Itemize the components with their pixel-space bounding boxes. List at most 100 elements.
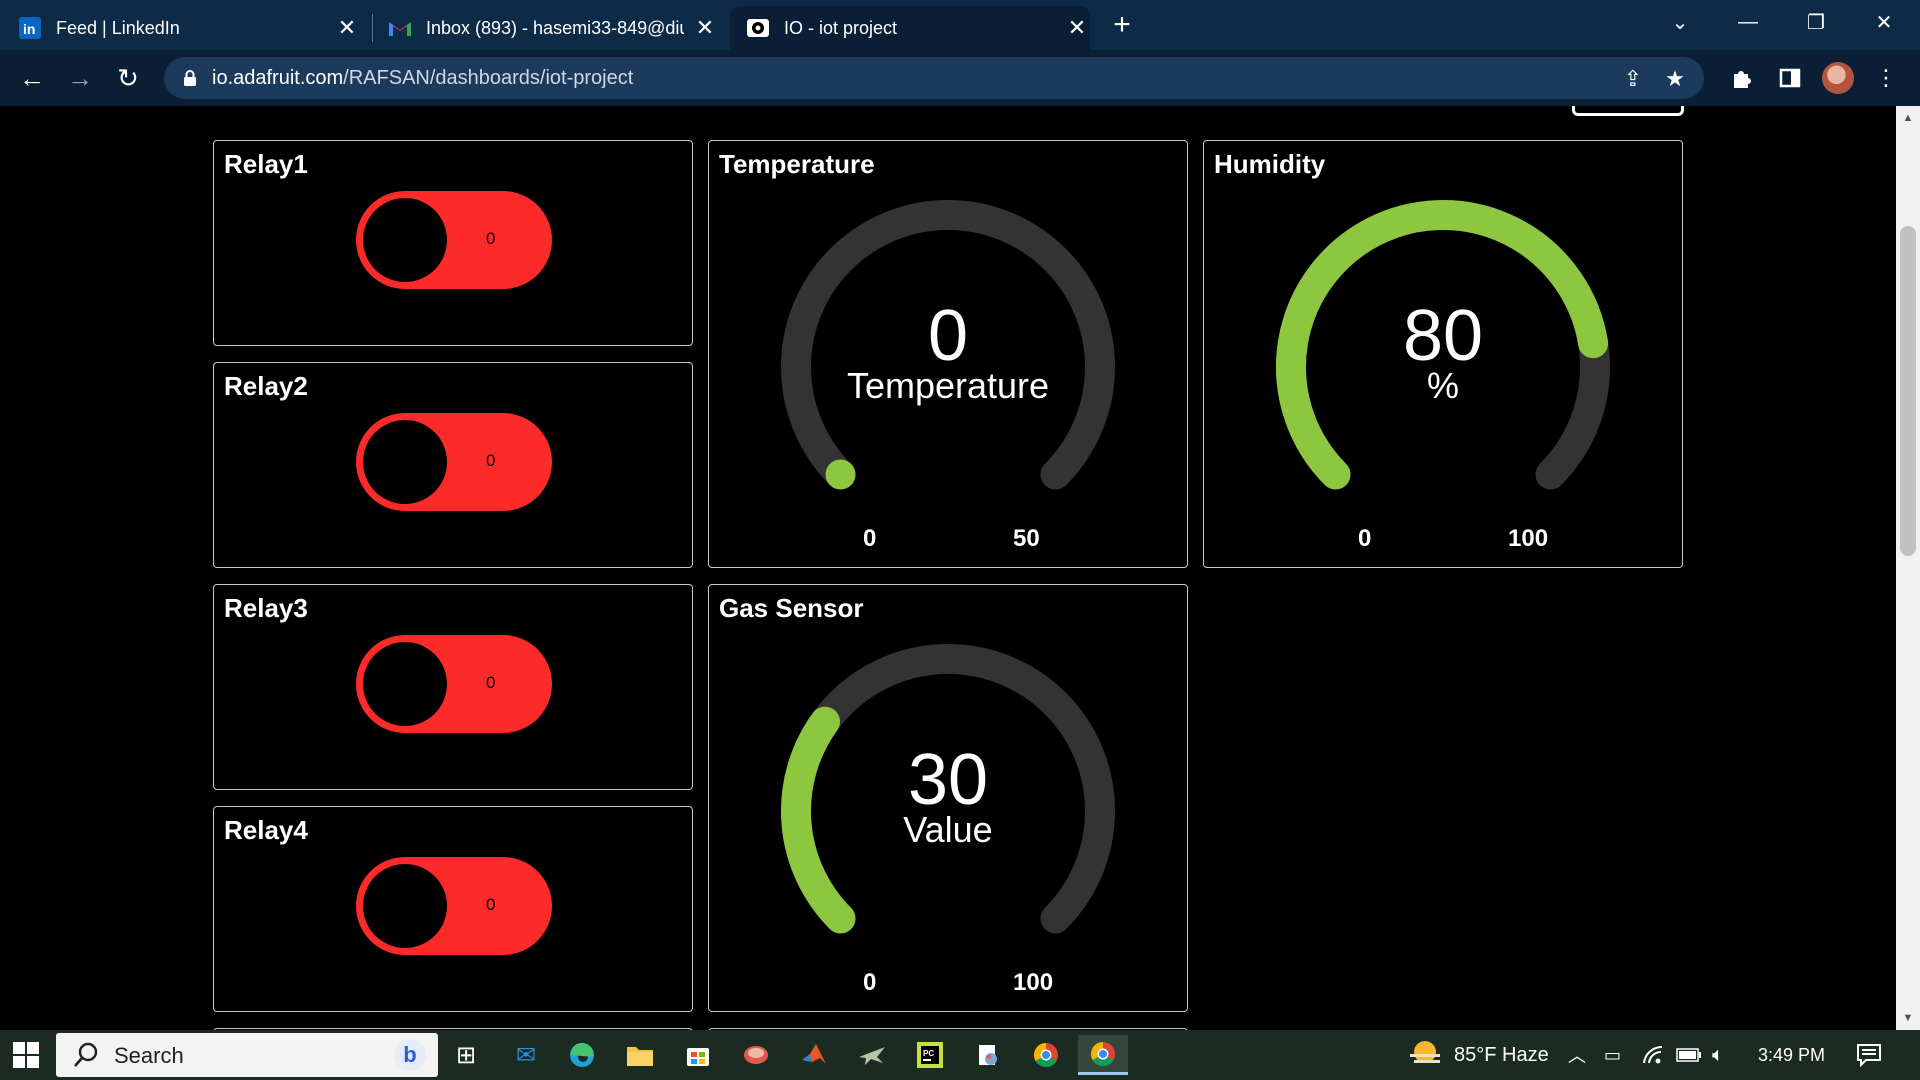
forward-icon[interactable]: →: [67, 62, 93, 93]
relay4-toggle[interactable]: 0: [356, 857, 552, 955]
tab-title: Feed | LinkedIn: [56, 17, 180, 38]
svg-text:PC: PC: [923, 1049, 934, 1058]
paint-app-icon[interactable]: [968, 1035, 1008, 1075]
volume-icon[interactable]: 🔈︎: [1712, 1043, 1724, 1066]
toggle-knob: [363, 198, 447, 282]
search-icon: [74, 1042, 98, 1067]
gauge-fill: [1276, 200, 1609, 490]
clock[interactable]: 3:49 PM: [1758, 1044, 1826, 1065]
svg-text:in: in: [23, 21, 35, 37]
scrollbar-thumb[interactable]: [1900, 226, 1916, 556]
gauge-value: 30: [907, 740, 989, 820]
close-tab-icon[interactable]: ✕: [1067, 15, 1087, 40]
gmail-icon: [388, 16, 412, 40]
restore-icon[interactable]: ❐: [1807, 11, 1825, 34]
weather-text: 85°F Haze: [1454, 1043, 1549, 1066]
relay3-toggle[interactable]: 0: [356, 635, 552, 733]
file-explorer-icon[interactable]: [620, 1035, 660, 1075]
pycharm-icon[interactable]: PC: [910, 1035, 950, 1075]
tab-gmail[interactable]: Inbox (893) - hasemi33-849@diu ✕: [388, 6, 718, 50]
chrome-icon[interactable]: [1026, 1035, 1066, 1075]
notifications-icon[interactable]: [1856, 1030, 1882, 1080]
close-tab-icon[interactable]: ✕: [337, 15, 357, 40]
profile-avatar[interactable]: [1822, 62, 1854, 94]
reload-icon[interactable]: ↻: [117, 62, 139, 93]
mail-icon[interactable]: ✉: [515, 1041, 537, 1069]
toggle-knob: [363, 864, 447, 948]
extensions-icon[interactable]: [1726, 62, 1758, 94]
close-window-icon[interactable]: ✕: [1875, 11, 1893, 34]
card-title: Relay2: [224, 371, 308, 401]
browser-toolbar: ← → ↻ io.adafruit.com/RAFSAN/dashboards/…: [0, 50, 1920, 106]
matlab-icon[interactable]: [794, 1035, 834, 1075]
wifi-icon[interactable]: [1642, 1030, 1664, 1080]
battery-icon[interactable]: [1676, 1030, 1702, 1080]
chrome-active-icon[interactable]: [1078, 1035, 1128, 1075]
gas-sensor-card: Gas Sensor 30 Value 0 100: [708, 584, 1188, 1012]
aircraft-app-icon[interactable]: [852, 1035, 892, 1075]
task-view-icon[interactable]: ⊞: [455, 1041, 477, 1069]
dashboard-page: Relay1 0 Relay2 0 Relay3 0 Relay4 0 Temp…: [0, 106, 1896, 1030]
tab-strip: in Feed | LinkedIn ✕ Inbox (893) - hasem…: [0, 0, 1920, 50]
new-tab-button[interactable]: +: [1113, 8, 1131, 41]
humidity-gauge: [1276, 200, 1610, 490]
gauge-track: [781, 200, 1115, 490]
share-icon[interactable]: ⇪: [1623, 66, 1643, 91]
hazy-sun-icon: [1410, 1041, 1440, 1063]
back-icon[interactable]: ←: [19, 62, 45, 93]
page-scrollbar[interactable]: ▲ ▼: [1896, 106, 1920, 1030]
tab-io-iot-project[interactable]: IO - iot project ✕: [730, 6, 1090, 50]
tab-linkedin[interactable]: in Feed | LinkedIn ✕: [18, 6, 360, 50]
card-title: Relay4: [224, 815, 308, 845]
gauge-value: 80: [1402, 296, 1484, 376]
close-tab-icon[interactable]: ✕: [695, 15, 715, 40]
edge-icon[interactable]: [562, 1035, 602, 1075]
bookmark-star-icon[interactable]: ★: [1665, 66, 1685, 91]
humidity-card: Humidity 80 % 0 100: [1203, 140, 1683, 568]
toggle-knob: [363, 642, 447, 726]
lock-icon: [184, 70, 196, 86]
scroll-up-icon[interactable]: ▲: [1902, 112, 1914, 124]
card-title: Gas Sensor: [719, 593, 864, 623]
minimize-icon[interactable]: —: [1738, 10, 1758, 33]
taskbar-search[interactable]: Search b: [56, 1033, 438, 1077]
temperature-gauge: [781, 200, 1115, 490]
tab-title: Inbox (893) - hasemi33-849@diu: [426, 17, 684, 38]
relay2-toggle[interactable]: 0: [356, 413, 552, 511]
url-host: io.adafruit.com: [212, 67, 344, 89]
relay1-card: Relay1 0: [213, 140, 693, 346]
start-icon[interactable]: [6, 1035, 46, 1075]
tab-divider: [372, 14, 373, 42]
meet-now-icon[interactable]: ▭: [1604, 1044, 1622, 1065]
gauge-label: %: [1426, 365, 1459, 406]
weather-widget[interactable]: 85°F Haze: [1406, 1030, 1549, 1080]
gauge-min: 0: [863, 525, 877, 552]
windows-taskbar: Search b ⊞ ✉ PC 85°F Haze ︿ ▭ 🔈︎: [0, 1030, 1920, 1080]
gauge-value: 0: [927, 296, 969, 376]
card-title: Relay1: [224, 149, 308, 179]
gauge-fill: [781, 706, 856, 934]
tab-search-icon[interactable]: ⌄: [1671, 11, 1689, 34]
gas-sensor-gauge: [781, 644, 1115, 934]
dashboard-header-button[interactable]: [1572, 106, 1684, 116]
toggle-value: 0: [486, 451, 496, 470]
search-placeholder: Search: [114, 1043, 184, 1068]
relay2-card: Relay2 0: [213, 362, 693, 568]
gauge-min: 0: [863, 969, 877, 996]
show-hidden-icons[interactable]: ︿: [1568, 1046, 1586, 1066]
side-panel-icon[interactable]: [1774, 62, 1806, 94]
bing-icon[interactable]: b: [394, 1039, 426, 1071]
relay3-card: Relay3 0: [213, 584, 693, 790]
url-text: io.adafruit.com/RAFSAN/dashboards/iot-pr…: [212, 67, 633, 90]
address-bar[interactable]: io.adafruit.com/RAFSAN/dashboards/iot-pr…: [164, 57, 1704, 99]
toggle-value: 0: [486, 229, 496, 248]
toggle-knob: [363, 420, 447, 504]
relay1-toggle[interactable]: 0: [356, 191, 552, 289]
gauge-max: 100: [1508, 525, 1549, 552]
game-app-icon[interactable]: [736, 1035, 776, 1075]
scroll-down-icon[interactable]: ▼: [1902, 1012, 1914, 1024]
microsoft-store-icon[interactable]: [678, 1035, 718, 1075]
tab-title: IO - iot project: [784, 17, 898, 38]
temperature-card: Temperature 0 Temperature 0 50: [708, 140, 1188, 568]
menu-icon[interactable]: ⋮: [1875, 65, 1897, 90]
